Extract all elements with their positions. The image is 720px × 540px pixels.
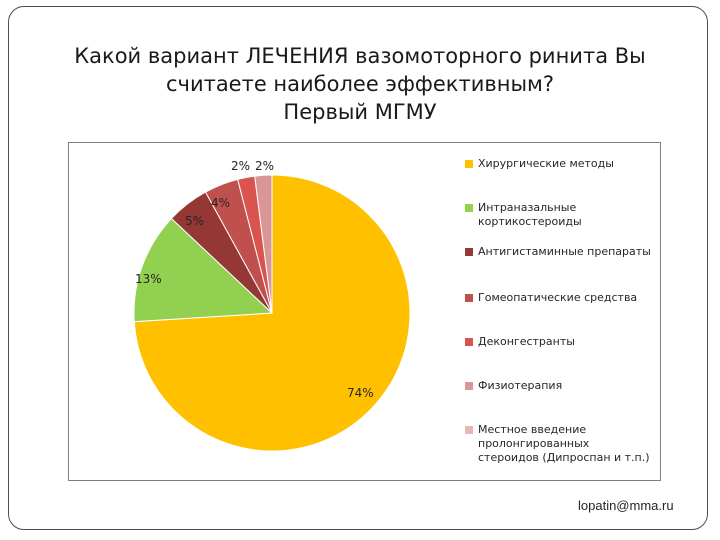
pie-chart: 74% 13% 5% 4% 2% 2% bbox=[133, 159, 411, 452]
slice-data-label: 5% bbox=[185, 214, 204, 228]
legend-swatch bbox=[465, 204, 473, 212]
legend-swatch bbox=[465, 160, 473, 168]
slice-data-label: 2% bbox=[231, 159, 250, 173]
legend-label: Хирургические методы bbox=[478, 157, 614, 170]
slide-title-line-3: Первый МГМУ bbox=[283, 100, 437, 124]
legend-item: Хирургические методы bbox=[465, 157, 653, 171]
legend-label: Деконгестранты bbox=[478, 335, 575, 348]
legend-item: Гомеопатические средства bbox=[465, 291, 653, 305]
legend-swatch bbox=[465, 426, 473, 434]
slice-data-label: 13% bbox=[135, 272, 162, 286]
legend-label: Антигистаминные препараты bbox=[478, 245, 651, 258]
legend-item: Интраназальные кортикостероиды bbox=[465, 201, 653, 229]
slide-title-line-1: Какой вариант ЛЕЧЕНИЯ вазомоторного рини… bbox=[74, 44, 646, 68]
pie-slice bbox=[254, 174, 273, 314]
slice-data-label: 2% bbox=[255, 159, 274, 173]
legend-label: Местное введение пролонгированных стерои… bbox=[478, 423, 650, 464]
legend-label: Гомеопатические средства bbox=[478, 291, 638, 304]
slice-data-label: 74% bbox=[347, 386, 374, 400]
chart-area: 74% 13% 5% 4% 2% 2% Хирургические методы Интра… bbox=[68, 142, 661, 481]
legend-swatch bbox=[465, 338, 473, 346]
pie-slice bbox=[133, 217, 274, 323]
legend-label: Интраназальные кортикостероиды bbox=[478, 201, 582, 228]
legend-label: Физиотерапия bbox=[478, 379, 563, 392]
legend-item: Местное введение пролонгированных стерои… bbox=[465, 423, 653, 465]
legend-swatch bbox=[465, 294, 473, 302]
legend-item: Физиотерапия bbox=[465, 379, 653, 393]
slice-data-label: 4% bbox=[211, 196, 230, 210]
slide-title: Какой вариант ЛЕЧЕНИЯ вазомоторного рини… bbox=[40, 42, 680, 126]
legend-item: Антигистаминные препараты bbox=[465, 245, 653, 259]
footer-email: lopatin@mma.ru bbox=[578, 498, 674, 513]
legend-swatch bbox=[465, 382, 473, 390]
legend-item: Деконгестранты bbox=[465, 335, 653, 349]
slide-title-line-2: считаете наиболее эффективным? bbox=[165, 72, 555, 96]
legend-swatch bbox=[465, 248, 473, 256]
